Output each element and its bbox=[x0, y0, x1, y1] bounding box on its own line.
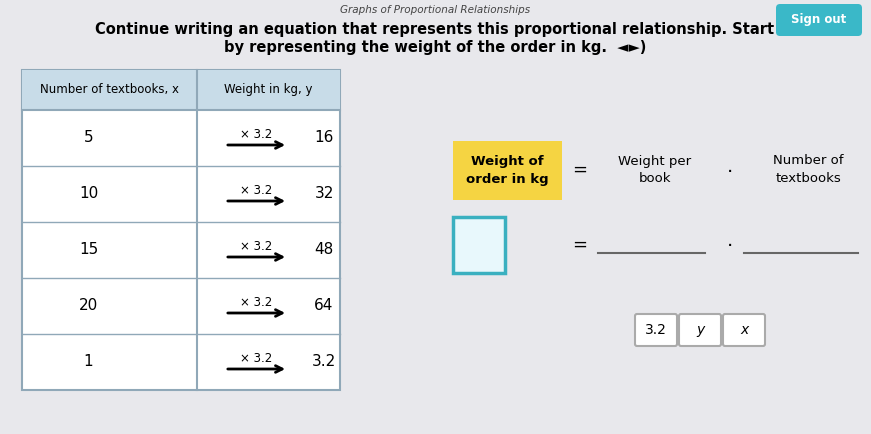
Text: Sign out: Sign out bbox=[792, 13, 847, 26]
Text: × 3.2: × 3.2 bbox=[240, 352, 273, 365]
Text: Weight per
book: Weight per book bbox=[618, 155, 692, 185]
FancyBboxPatch shape bbox=[776, 4, 862, 36]
Text: 5: 5 bbox=[84, 131, 93, 145]
Text: 32: 32 bbox=[314, 187, 334, 201]
FancyBboxPatch shape bbox=[22, 70, 340, 110]
Text: 48: 48 bbox=[314, 243, 334, 257]
Text: .: . bbox=[727, 157, 733, 175]
Text: Weight of
order in kg: Weight of order in kg bbox=[466, 155, 549, 185]
FancyBboxPatch shape bbox=[679, 314, 721, 346]
Text: × 3.2: × 3.2 bbox=[240, 240, 273, 253]
Text: 3.2: 3.2 bbox=[312, 355, 336, 369]
Text: Number of textbooks, x: Number of textbooks, x bbox=[40, 83, 179, 96]
FancyBboxPatch shape bbox=[635, 314, 677, 346]
Text: 1: 1 bbox=[84, 355, 93, 369]
Text: × 3.2: × 3.2 bbox=[240, 128, 273, 141]
Text: Continue writing an equation that represents this proportional relationship. Sta: Continue writing an equation that repres… bbox=[96, 22, 774, 37]
FancyBboxPatch shape bbox=[453, 141, 562, 200]
Text: =: = bbox=[572, 236, 588, 254]
Text: 20: 20 bbox=[79, 299, 98, 313]
Text: 15: 15 bbox=[79, 243, 98, 257]
Text: Graphs of Proportional Relationships: Graphs of Proportional Relationships bbox=[340, 5, 530, 15]
Text: 10: 10 bbox=[79, 187, 98, 201]
Text: Number of
textbooks: Number of textbooks bbox=[773, 155, 843, 185]
Text: y: y bbox=[696, 323, 704, 337]
Text: 3.2: 3.2 bbox=[645, 323, 667, 337]
Text: .: . bbox=[727, 231, 733, 250]
FancyBboxPatch shape bbox=[22, 70, 340, 390]
Text: Weight in kg, y: Weight in kg, y bbox=[224, 83, 313, 96]
Text: =: = bbox=[572, 161, 588, 179]
Text: × 3.2: × 3.2 bbox=[240, 296, 273, 309]
FancyBboxPatch shape bbox=[453, 217, 505, 273]
Text: by representing the weight of the order in kg.  ◄►): by representing the weight of the order … bbox=[224, 40, 646, 55]
FancyBboxPatch shape bbox=[723, 314, 765, 346]
Text: 64: 64 bbox=[314, 299, 334, 313]
Text: x: x bbox=[739, 323, 748, 337]
Text: 16: 16 bbox=[314, 131, 334, 145]
Text: × 3.2: × 3.2 bbox=[240, 184, 273, 197]
